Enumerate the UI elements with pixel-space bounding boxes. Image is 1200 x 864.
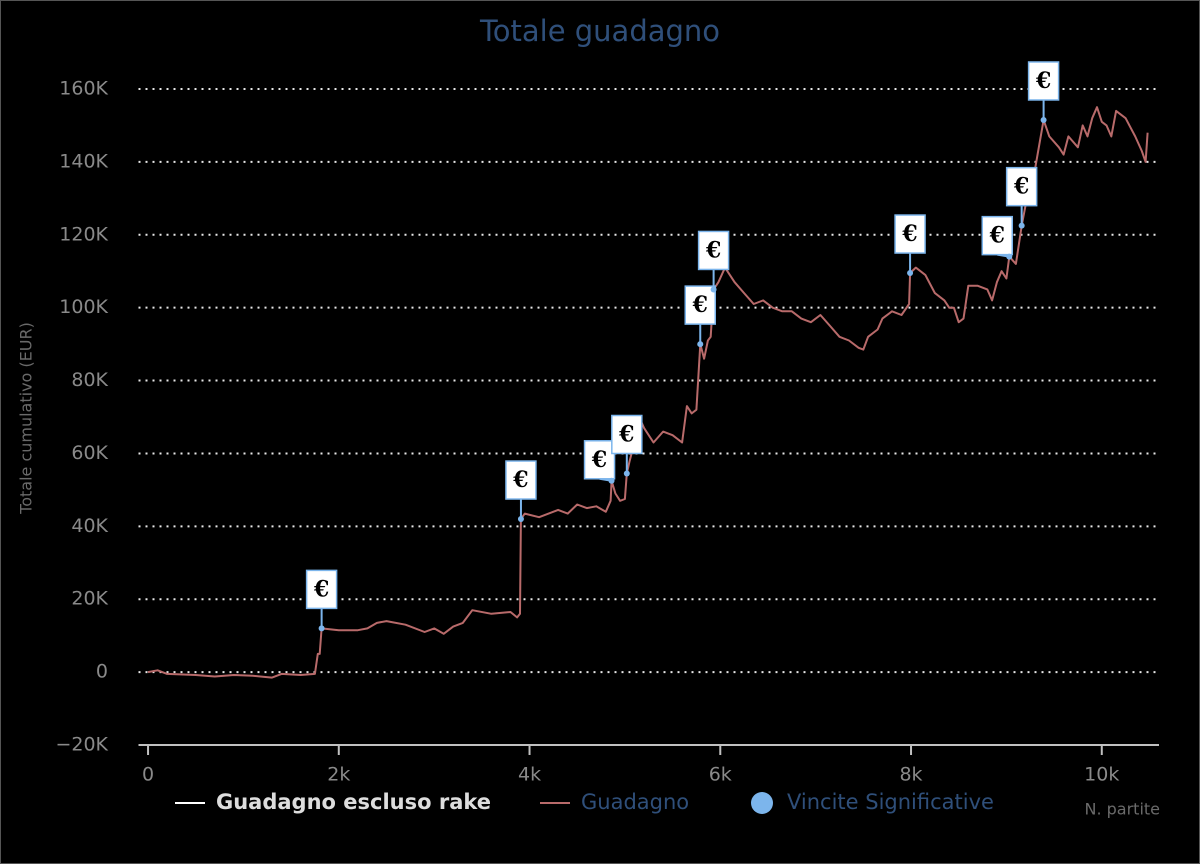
y-tick-label: 100K <box>59 296 108 318</box>
y-tick-label: 40K <box>71 515 108 537</box>
point <box>1006 253 1013 260</box>
y-tick-label: 60K <box>71 442 108 464</box>
flag-box <box>305 569 338 610</box>
flag-box <box>684 285 717 325</box>
y-tick-label: 80K <box>71 369 108 391</box>
x-tick-label: 4k <box>518 764 541 786</box>
flag-label: € <box>1035 68 1051 94</box>
flag-box <box>981 215 1014 256</box>
y-tick-label: 20K <box>71 588 108 610</box>
point <box>623 470 630 477</box>
x-tick-label: 0 <box>142 764 154 786</box>
flag-label: € <box>901 221 917 247</box>
point <box>608 477 615 484</box>
legend-label[interactable]: Guadagno escluso rake <box>216 790 491 814</box>
y-tick-label: −20K <box>55 734 108 756</box>
x-tick-label: 6k <box>709 764 732 786</box>
y-axis-title: Totale cumulativo (EUR) <box>17 322 36 515</box>
point <box>907 270 914 277</box>
flag-box <box>583 440 616 480</box>
point <box>1018 222 1025 229</box>
flag-label: € <box>313 576 329 602</box>
legend-label[interactable]: Guadagno <box>581 790 689 814</box>
flag-label: € <box>692 292 708 318</box>
flag-box <box>697 230 730 271</box>
flag-box <box>611 414 643 455</box>
legend-symbol <box>751 792 773 814</box>
point <box>318 625 325 632</box>
flag-box <box>505 460 537 500</box>
flag-label: € <box>591 447 607 473</box>
flag-box <box>1027 61 1060 101</box>
point <box>1040 116 1047 123</box>
flag-label: € <box>512 467 528 493</box>
flag-box <box>894 214 926 254</box>
x-tick-label: 8k <box>899 764 922 786</box>
y-tick-label: 160K <box>59 78 108 100</box>
y-tick-label: 0 <box>96 661 108 683</box>
flag-label: € <box>989 223 1005 249</box>
y-tick-label: 140K <box>59 150 108 172</box>
legend-label[interactable]: Vincite Significative <box>787 790 994 814</box>
y-tick-label: 120K <box>59 223 108 245</box>
point <box>710 286 717 293</box>
x-tick-label: 10k <box>1084 764 1119 786</box>
point <box>697 341 704 348</box>
flag-label: € <box>1013 174 1029 200</box>
flag-box <box>1005 166 1038 207</box>
flag-label: € <box>705 237 721 263</box>
point <box>517 516 524 523</box>
x-tick-label: 2k <box>327 764 350 786</box>
flag-label: € <box>618 421 634 447</box>
x-axis-title: N. partite <box>1084 800 1160 819</box>
chart-title: Totale guadagno <box>479 14 720 48</box>
